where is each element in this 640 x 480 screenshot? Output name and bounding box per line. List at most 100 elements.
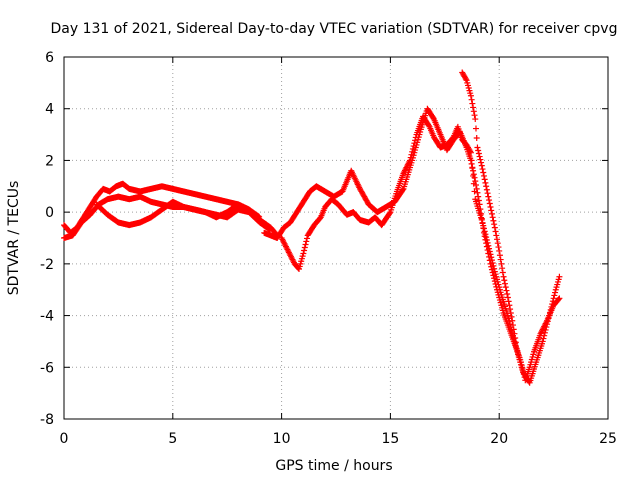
series-track-1	[61, 180, 280, 238]
data-point	[550, 295, 557, 302]
y-tick-label: 6	[45, 50, 54, 66]
data-point	[489, 269, 496, 276]
data-point	[542, 326, 549, 333]
data-point	[488, 263, 495, 270]
data-point	[512, 339, 519, 346]
data-point	[486, 257, 493, 264]
data-point	[549, 301, 556, 308]
data-point	[473, 185, 480, 192]
data-point	[481, 176, 488, 183]
data-point	[499, 269, 506, 276]
data-point	[482, 179, 489, 186]
y-tick-label: -8	[40, 412, 54, 428]
x-tick-label: 5	[168, 431, 177, 447]
data-point	[503, 287, 510, 294]
data-point	[266, 226, 273, 233]
data-point	[501, 277, 508, 284]
data-point	[495, 244, 502, 251]
data-point	[502, 280, 509, 287]
data-point	[480, 229, 487, 236]
x-tick-label: 0	[60, 431, 69, 447]
data-point	[474, 189, 481, 196]
data-point	[467, 92, 474, 99]
data-point	[485, 193, 492, 200]
data-point	[484, 190, 491, 197]
data-point	[555, 296, 562, 303]
data-point	[497, 256, 504, 263]
series-track-3	[93, 198, 263, 229]
data-point	[468, 160, 475, 167]
x-axis-label: GPS time / hours	[275, 458, 392, 474]
data-point	[492, 228, 499, 235]
data-point	[301, 247, 308, 254]
data-point	[474, 144, 481, 151]
data-point	[471, 112, 478, 119]
data-point	[477, 156, 484, 163]
y-tick-labels: -8 -6 -4 -2 0 2 4 6	[40, 50, 54, 428]
series-track-5	[261, 105, 563, 386]
data-point	[502, 284, 509, 291]
data-point	[473, 135, 480, 142]
data-point	[507, 309, 514, 316]
y-tick-label: 4	[45, 102, 54, 118]
data-point	[493, 232, 500, 239]
plot-frame	[63, 56, 609, 420]
data-point	[508, 313, 515, 320]
data-point	[469, 164, 476, 171]
data-point	[475, 197, 482, 204]
data-point	[541, 329, 548, 336]
data-point	[483, 183, 490, 190]
data-point	[496, 247, 503, 254]
data-point	[303, 235, 310, 242]
data-point	[300, 250, 307, 257]
x-tick-label: 15	[381, 431, 399, 447]
data-point	[548, 303, 555, 310]
data-point	[486, 200, 493, 207]
data-point	[470, 104, 477, 111]
data-point	[488, 266, 495, 273]
data-point	[491, 221, 498, 228]
data-point	[477, 206, 484, 213]
grid	[64, 57, 608, 419]
chart-title: Day 131 of 2021, Sidereal Day-to-day VTE…	[51, 21, 618, 37]
data-point	[468, 96, 475, 103]
data-point	[509, 322, 516, 329]
data-point	[483, 186, 490, 193]
data-point	[470, 167, 477, 174]
data-point	[547, 306, 554, 313]
data-point	[482, 236, 489, 243]
data-point	[494, 236, 501, 243]
data-point	[551, 292, 558, 299]
data-point	[472, 178, 479, 185]
data-point	[486, 197, 493, 204]
data-point	[472, 125, 479, 132]
series-track-6	[459, 69, 519, 346]
data-point	[472, 181, 479, 188]
series-track-4	[278, 113, 563, 384]
data-point	[475, 193, 482, 200]
data-point	[509, 317, 516, 324]
data-point	[491, 275, 498, 282]
data-point	[541, 332, 548, 339]
data-point	[386, 210, 393, 217]
data-point	[494, 240, 501, 247]
data-point	[552, 289, 559, 296]
data-point	[486, 253, 493, 260]
data-point	[476, 153, 483, 160]
data-point	[488, 207, 495, 214]
y-tick-label: -6	[40, 360, 54, 376]
data-point	[487, 260, 494, 267]
y-tick-label: 2	[45, 153, 54, 169]
data-point	[500, 273, 507, 280]
x-tick-label: 25	[599, 431, 617, 447]
data-point	[540, 335, 547, 342]
data-point	[490, 217, 497, 224]
data-point	[469, 100, 476, 107]
data-point	[511, 330, 518, 337]
data-point	[506, 302, 513, 309]
data-point	[301, 244, 308, 251]
data-points	[61, 69, 563, 386]
data-point	[546, 312, 553, 319]
data-point	[545, 315, 552, 322]
